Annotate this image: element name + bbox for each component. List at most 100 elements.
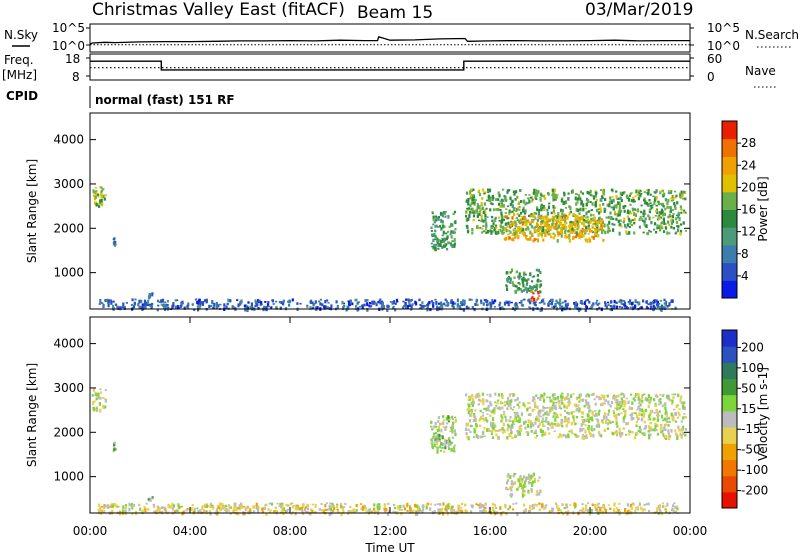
heat-cell-5: [467, 410, 470, 415]
heat-cell-5: [516, 397, 519, 401]
heat-cell-4: [434, 215, 437, 218]
heat-cell-5: [684, 415, 687, 419]
heat-cell-3: [203, 503, 206, 507]
heat-cell-5: [483, 202, 486, 206]
heat-cell-5: [664, 435, 668, 439]
heat-cell-5: [509, 196, 512, 200]
velocity-ytick-label-1000: 1000: [53, 470, 84, 484]
heat-cell-4: [444, 215, 447, 218]
heat-cell-5: [683, 209, 686, 213]
heat-cell-5: [598, 431, 601, 434]
heat-cell-5: [666, 206, 669, 209]
heat-cell-5: [588, 421, 591, 423]
heat-cell-5: [649, 202, 652, 204]
heat-cell-5: [471, 231, 474, 235]
heat-cell-6: [516, 233, 519, 236]
heat-cell-5: [653, 412, 656, 414]
heat-cell-5: [542, 395, 545, 400]
heat-cell-3: [270, 306, 273, 308]
heat-cell-5: [617, 212, 620, 217]
heat-cell-5: [483, 427, 486, 430]
heat-cell-3: [332, 504, 335, 509]
heat-cell-5: [567, 417, 570, 421]
heat-cell-8: [537, 290, 540, 293]
heat-cell-5: [659, 203, 662, 205]
heat-cell-3: [109, 299, 113, 302]
heat-cell-3: [446, 512, 449, 516]
heat-cell-3: [314, 503, 317, 508]
heat-cell-4: [439, 243, 442, 247]
heat-cell-6: [537, 479, 540, 482]
heat-cell-3: [391, 301, 394, 305]
heat-cell-5: [483, 435, 486, 437]
heat-cell-6: [506, 481, 509, 485]
heat-cell-6: [596, 222, 600, 225]
heat-cell-5: [567, 229, 570, 233]
heat-cell-5: [508, 230, 511, 232]
heat-cell-4: [453, 242, 456, 246]
heat-cell-5: [468, 399, 471, 401]
heat-cell-3: [217, 506, 221, 509]
heat-cell-5: [641, 417, 644, 422]
heat-cell-5: [494, 230, 497, 235]
heat-cell-5: [587, 427, 590, 430]
heat-cell-5: [495, 433, 498, 436]
heat-cell-5: [629, 393, 633, 396]
heat-cell-7: [506, 288, 509, 291]
heat-cell-5: [540, 208, 543, 212]
time-tick-label-2: 08:00: [273, 524, 308, 538]
heat-cell-5: [626, 209, 630, 214]
heat-cell-4: [440, 220, 443, 223]
heat-cell-5: [522, 206, 525, 210]
heat-cell-5: [581, 192, 584, 195]
heat-cell-5: [658, 216, 661, 220]
heat-cell-7: [535, 268, 538, 272]
heat-cell-5: [682, 221, 685, 225]
heat-cell-3: [203, 509, 206, 513]
heat-cell-5: [560, 434, 563, 438]
date-label: 03/Mar/2019: [585, 0, 693, 20]
heat-cell-3: [210, 504, 214, 508]
heat-cell-5: [655, 204, 658, 207]
heat-cell-3: [463, 299, 466, 302]
heat-cell-4: [432, 215, 435, 219]
heat-cell-3: [564, 303, 567, 307]
heat-cell-6: [544, 216, 547, 220]
heat-cell-3: [163, 506, 166, 510]
heat-cell-5: [643, 427, 646, 431]
heat-cell-5: [502, 203, 505, 208]
heat-cell-5: [472, 210, 475, 212]
heat-cell-5: [522, 221, 525, 224]
heat-cell-5: [549, 410, 552, 413]
heat-cell-5: [644, 397, 647, 401]
heat-cell-5: [547, 205, 551, 210]
heat-cell-5: [528, 402, 531, 405]
heat-cell-6: [522, 475, 525, 479]
heat-cell-5: [604, 208, 607, 211]
heat-cell-7: [524, 273, 527, 276]
heat-cell-5: [577, 408, 581, 411]
heat-cell-5: [620, 198, 623, 203]
heat-cell-5: [482, 401, 485, 406]
heat-cell-6: [597, 234, 600, 238]
heat-cell-5: [475, 433, 478, 438]
heat-cell-3: [506, 301, 509, 304]
heat-cell-5: [643, 413, 646, 416]
heat-cell-5: [540, 203, 543, 206]
heat-cell-3: [237, 512, 240, 516]
heat-cell-5: [614, 431, 617, 433]
heat-cell-3: [329, 507, 332, 511]
heat-cell-5: [477, 226, 480, 230]
heat-cell-3: [319, 302, 322, 306]
heat-cell-3: [386, 512, 390, 516]
heat-cell-5: [497, 230, 500, 235]
heat-cell-5: [594, 402, 597, 406]
heat-cell-3: [265, 512, 268, 516]
heat-cell-6: [594, 225, 597, 227]
heat-cell-5: [684, 197, 687, 201]
heat-cell-6: [509, 223, 513, 228]
heat-cell-3: [635, 301, 638, 304]
heat-cell-5: [643, 393, 646, 395]
heat-cell-5: [679, 232, 682, 236]
heat-cell-5: [670, 218, 673, 222]
